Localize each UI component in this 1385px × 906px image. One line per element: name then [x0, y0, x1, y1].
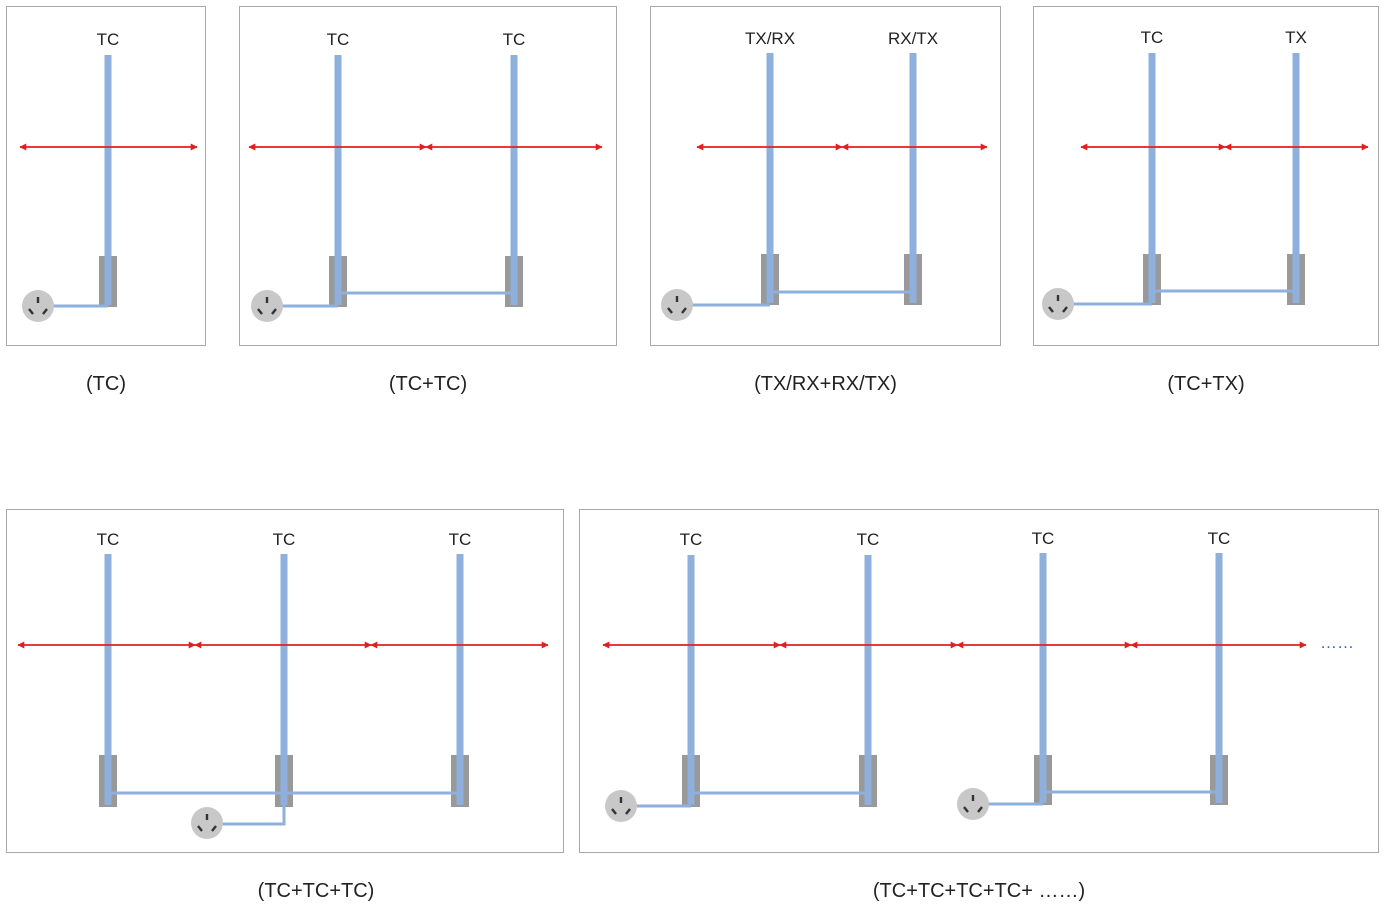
caption-txrx-rxtx: (TX/RX+RX/TX): [754, 373, 897, 395]
panel-tc-tc-tc: [6, 509, 564, 853]
panel-tc-tc: [239, 6, 617, 346]
panel-tc-tx: [1033, 6, 1379, 346]
caption-tc-chain: (TC+TC+TC+TC+ ……): [872, 880, 1086, 902]
caption-tc: (TC): [86, 373, 126, 395]
caption-tc-tc-tc: (TC+TC+TC): [257, 880, 375, 902]
panel-txrx-rxtx: [650, 6, 1001, 346]
caption-tc-tc: (TC+TC): [388, 373, 468, 395]
panel-tc-chain: [579, 509, 1379, 853]
panel-tc: [6, 6, 206, 346]
caption-tc-tx: (TC+TX): [1167, 373, 1245, 395]
